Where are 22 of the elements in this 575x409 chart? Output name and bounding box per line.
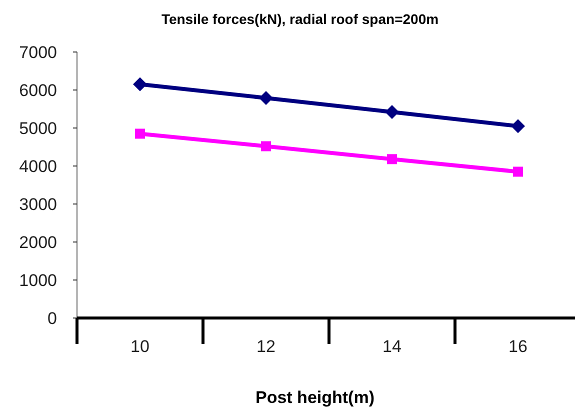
x-axis-title: Post height(m) bbox=[256, 388, 374, 407]
point bbox=[133, 77, 147, 92]
y-tick-label: 2000 bbox=[19, 232, 57, 252]
point bbox=[261, 141, 271, 152]
point bbox=[385, 105, 399, 120]
point bbox=[511, 119, 525, 134]
y-tick-label: 1000 bbox=[19, 270, 57, 290]
point bbox=[259, 90, 273, 105]
y-tick-label: 6000 bbox=[19, 80, 57, 100]
point bbox=[135, 128, 145, 139]
y-tick-label: 4000 bbox=[19, 156, 57, 176]
chart-title: Tensile forces(kN), radial roof span=200m bbox=[161, 11, 439, 27]
y-tick-label: 7000 bbox=[19, 42, 57, 62]
y-tick-label: 3000 bbox=[19, 194, 57, 214]
x-tick-label: 14 bbox=[382, 337, 402, 356]
point bbox=[387, 154, 397, 164]
x-tick-label: 10 bbox=[130, 337, 150, 356]
y-tick-label: 0 bbox=[48, 308, 57, 328]
x-tick-label: 12 bbox=[256, 337, 276, 356]
y-tick-label: 5000 bbox=[19, 118, 57, 138]
x-tick-label: 16 bbox=[508, 337, 528, 356]
point bbox=[513, 166, 523, 177]
